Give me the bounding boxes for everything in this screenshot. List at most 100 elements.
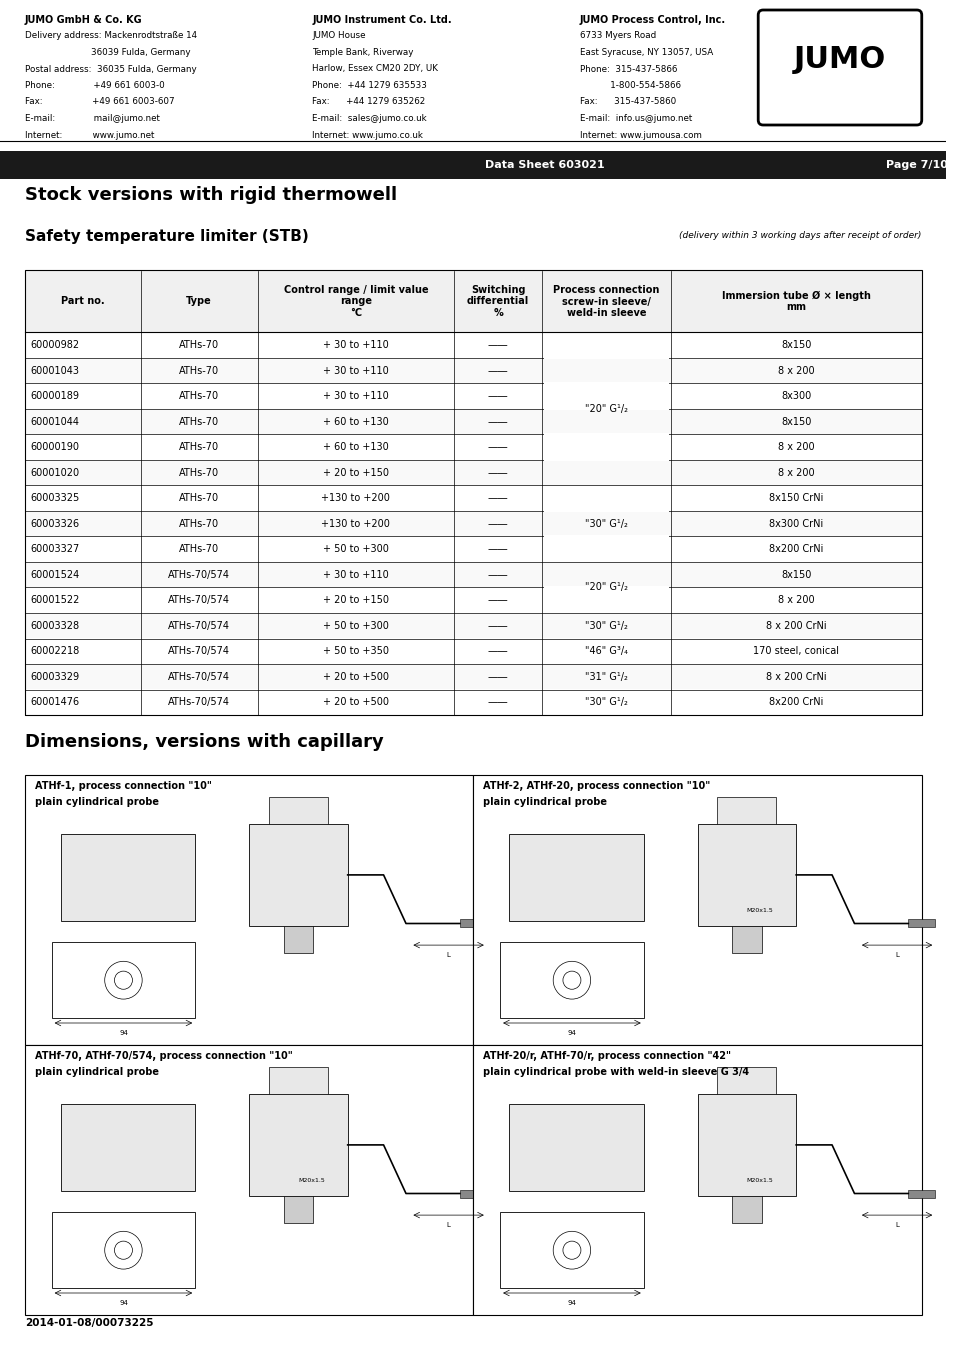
Text: plain cylindrical probe: plain cylindrical probe bbox=[34, 796, 158, 807]
Text: 60000189: 60000189 bbox=[30, 392, 80, 401]
Text: 8 x 200: 8 x 200 bbox=[778, 443, 814, 452]
Text: Temple Bank, Riverway: Temple Bank, Riverway bbox=[312, 49, 414, 57]
Bar bbox=[509, 1104, 643, 1191]
Text: Switching
differential
%: Switching differential % bbox=[466, 285, 529, 319]
Bar bbox=[543, 382, 668, 385]
Text: "30" G¹/₂: "30" G¹/₂ bbox=[584, 518, 627, 529]
Text: ——: —— bbox=[487, 621, 508, 630]
Text: + 20 to +150: + 20 to +150 bbox=[322, 467, 389, 478]
Text: Fax:                  +49 661 6003-607: Fax: +49 661 6003-607 bbox=[25, 97, 174, 107]
Text: 8x300: 8x300 bbox=[781, 392, 811, 401]
Text: East Syracuse, NY 13057, USA: East Syracuse, NY 13057, USA bbox=[579, 49, 712, 57]
Text: 6733 Myers Road: 6733 Myers Road bbox=[579, 31, 656, 40]
Bar bbox=[25, 460, 921, 486]
Text: + 20 to +150: + 20 to +150 bbox=[322, 595, 389, 605]
Text: 8 x 200: 8 x 200 bbox=[778, 467, 814, 478]
Text: ——: —— bbox=[487, 647, 508, 656]
Text: Harlow, Essex CM20 2DY, UK: Harlow, Essex CM20 2DY, UK bbox=[312, 65, 437, 73]
Text: L: L bbox=[894, 1222, 898, 1228]
Text: 60000190: 60000190 bbox=[30, 443, 80, 452]
Bar bbox=[717, 1066, 776, 1094]
Text: E-mail:              mail@jumo.net: E-mail: mail@jumo.net bbox=[25, 113, 159, 123]
Text: ATHs-70: ATHs-70 bbox=[179, 443, 219, 452]
Text: + 60 to +130: + 60 to +130 bbox=[323, 417, 388, 427]
Bar bbox=[25, 562, 921, 587]
Text: 8x150: 8x150 bbox=[781, 417, 811, 427]
Bar bbox=[269, 796, 328, 824]
Bar bbox=[51, 942, 195, 1018]
Text: "20" G¹/₂: "20" G¹/₂ bbox=[584, 404, 627, 414]
Text: "30" G¹/₂: "30" G¹/₂ bbox=[584, 621, 627, 630]
Bar bbox=[543, 459, 668, 460]
Bar bbox=[25, 775, 473, 1045]
Bar bbox=[25, 1045, 473, 1315]
Text: ATHs-70: ATHs-70 bbox=[179, 340, 219, 350]
Bar bbox=[459, 1189, 486, 1197]
Text: plain cylindrical probe with weld-in sleeve G 3/4: plain cylindrical probe with weld-in sle… bbox=[482, 1066, 748, 1077]
Text: Process connection
screw-in sleeve/
weld-in sleeve: Process connection screw-in sleeve/ weld… bbox=[553, 285, 659, 319]
Text: + 30 to +110: + 30 to +110 bbox=[323, 366, 388, 375]
Text: ATHs-70/574: ATHs-70/574 bbox=[168, 570, 230, 579]
Text: 170 steel, conical: 170 steel, conical bbox=[753, 647, 839, 656]
Bar bbox=[697, 824, 796, 926]
Bar bbox=[25, 358, 921, 383]
Text: ——: —— bbox=[487, 544, 508, 555]
Bar bbox=[499, 1212, 643, 1288]
Bar bbox=[543, 510, 668, 512]
Text: 8 x 200: 8 x 200 bbox=[778, 595, 814, 605]
Text: Postal address:  36035 Fulda, Germany: Postal address: 36035 Fulda, Germany bbox=[25, 65, 196, 73]
Bar bbox=[697, 1094, 796, 1196]
Text: ATHf-2, ATHf-20, process connection "10": ATHf-2, ATHf-20, process connection "10" bbox=[482, 782, 710, 791]
Text: Safety temperature limiter (STB): Safety temperature limiter (STB) bbox=[25, 228, 308, 243]
Bar bbox=[51, 1212, 195, 1288]
Text: "31" G¹/₂: "31" G¹/₂ bbox=[584, 672, 627, 682]
Text: ATHs-70: ATHs-70 bbox=[179, 392, 219, 401]
Text: 60003328: 60003328 bbox=[30, 621, 80, 630]
Text: + 30 to +110: + 30 to +110 bbox=[323, 340, 388, 350]
Text: Immersion tube Ø × length
mm: Immersion tube Ø × length mm bbox=[721, 290, 870, 312]
Text: "20" G¹/₂: "20" G¹/₂ bbox=[584, 582, 627, 593]
Text: ATHf-70, ATHf-70/574, process connection "10": ATHf-70, ATHf-70/574, process connection… bbox=[34, 1052, 293, 1061]
Text: + 30 to +110: + 30 to +110 bbox=[323, 392, 388, 401]
Text: 8 x 200: 8 x 200 bbox=[778, 366, 814, 375]
Text: ——: —— bbox=[487, 570, 508, 579]
Text: ATHf-20/r, ATHf-70/r, process connection "42": ATHf-20/r, ATHf-70/r, process connection… bbox=[482, 1052, 730, 1061]
Text: ATHs-70: ATHs-70 bbox=[179, 493, 219, 504]
Text: Internet:           www.jumo.net: Internet: www.jumo.net bbox=[25, 131, 154, 139]
Text: JUMO House: JUMO House bbox=[312, 31, 365, 40]
Text: 94: 94 bbox=[567, 1030, 576, 1035]
Text: L: L bbox=[894, 952, 898, 958]
Text: 94: 94 bbox=[567, 1300, 576, 1305]
Bar bbox=[499, 942, 643, 1018]
Text: Phone:  315-437-5866: Phone: 315-437-5866 bbox=[579, 65, 677, 73]
Text: +130 to +200: +130 to +200 bbox=[321, 493, 390, 504]
Text: "46" G³/₄: "46" G³/₄ bbox=[584, 647, 627, 656]
Text: E-mail:  info.us@jumo.net: E-mail: info.us@jumo.net bbox=[579, 113, 691, 123]
Text: (delivery within 3 working days after receipt of order): (delivery within 3 working days after re… bbox=[679, 231, 921, 240]
Text: 60003325: 60003325 bbox=[30, 493, 80, 504]
Text: M20x1.5: M20x1.5 bbox=[298, 1179, 325, 1184]
Bar bbox=[249, 1094, 347, 1196]
Text: Internet: www.jumo.co.uk: Internet: www.jumo.co.uk bbox=[312, 131, 422, 139]
Bar bbox=[61, 1104, 195, 1191]
Bar bbox=[61, 834, 195, 921]
Text: 2014-01-08/00073225: 2014-01-08/00073225 bbox=[25, 1318, 153, 1328]
Text: + 50 to +300: + 50 to +300 bbox=[322, 544, 388, 555]
Text: + 50 to +300: + 50 to +300 bbox=[322, 621, 388, 630]
Bar bbox=[25, 270, 921, 716]
Text: 60001020: 60001020 bbox=[30, 467, 80, 478]
Text: ATHs-70: ATHs-70 bbox=[179, 366, 219, 375]
Text: Stock versions with rigid thermowell: Stock versions with rigid thermowell bbox=[25, 186, 396, 204]
Text: Control range / limit value
range
°C: Control range / limit value range °C bbox=[283, 285, 428, 319]
Text: ATHs-70: ATHs-70 bbox=[179, 417, 219, 427]
Text: 8 x 200 CrNi: 8 x 200 CrNi bbox=[765, 672, 826, 682]
Text: Page 7/10: Page 7/10 bbox=[885, 159, 946, 170]
Text: ——: —— bbox=[487, 340, 508, 350]
Text: JUMO GmbH & Co. KG: JUMO GmbH & Co. KG bbox=[25, 15, 142, 26]
Bar bbox=[543, 586, 668, 589]
Bar bbox=[283, 1196, 313, 1223]
Text: ——: —— bbox=[487, 417, 508, 427]
Text: 60003329: 60003329 bbox=[30, 672, 80, 682]
Text: 60002218: 60002218 bbox=[30, 647, 80, 656]
Text: E-mail:  sales@jumo.co.uk: E-mail: sales@jumo.co.uk bbox=[312, 113, 426, 123]
